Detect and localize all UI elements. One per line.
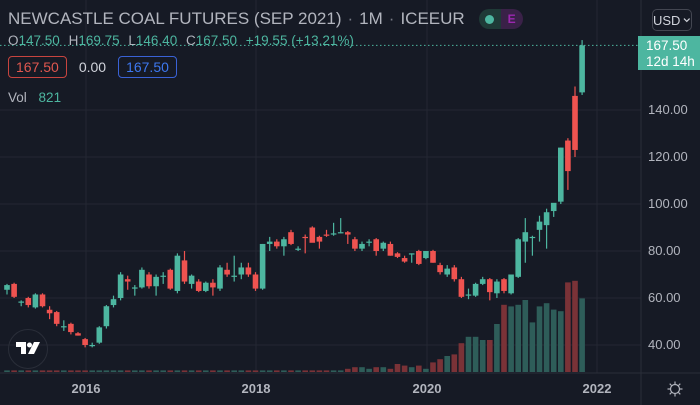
low-value: 146.40 (135, 33, 178, 48)
price-axis-label: 140.00 (648, 102, 688, 117)
volume-legend[interactable]: Vol 821 (8, 90, 523, 105)
tradingview-logo-icon (16, 342, 40, 354)
currency-button[interactable]: USD (652, 9, 692, 31)
high-value: 169.75 (78, 33, 120, 48)
time-axis-label: 2016 (71, 381, 101, 396)
time-axis-label: 2018 (241, 381, 271, 396)
spread-value: 0.00 (78, 59, 107, 75)
buy-button[interactable]: 167.50 (118, 56, 177, 78)
bar-countdown: 12d 14h (646, 54, 695, 69)
exchange-label: ICEEUR (400, 9, 465, 28)
volume-value: 821 (38, 90, 62, 105)
high-label: H (68, 33, 79, 48)
open-value: 147.50 (18, 33, 60, 48)
symbol-title-row[interactable]: NEWCASTLE COAL FUTURES (SEP 2021) · 1M ·… (8, 8, 523, 30)
chart-legend: NEWCASTLE COAL FUTURES (SEP 2021) · 1M ·… (8, 8, 523, 105)
tradingview-logo[interactable] (8, 329, 48, 369)
market-status-pill[interactable]: E (478, 9, 523, 29)
settings-gear-icon[interactable] (667, 381, 683, 397)
interval-label[interactable]: 1M (359, 9, 383, 28)
change-value: +19.55 (+13.21%) (245, 33, 354, 48)
separator-dot: · (388, 9, 395, 28)
close-label: C (185, 33, 196, 48)
market-open-dot-icon (478, 9, 501, 29)
price-candles (4, 40, 585, 348)
trade-buttons: 167.50 0.00 167.50 (8, 56, 523, 78)
last-price-tag: 167.50 12d 14h (638, 36, 700, 70)
symbol-title[interactable]: NEWCASTLE COAL FUTURES (SEP 2021) (8, 9, 342, 28)
price-axis-label: 80.00 (648, 243, 681, 258)
time-axis-label: 2020 (412, 381, 442, 396)
time-axis-label: 2022 (582, 381, 612, 396)
price-axis-label: 60.00 (648, 290, 681, 305)
end-of-day-badge: E (500, 9, 523, 29)
price-axis-label: 40.00 (648, 337, 681, 352)
separator-dot: · (347, 9, 354, 28)
currency-label: USD (653, 12, 681, 28)
chevron-down-icon (683, 18, 691, 23)
price-axis-label: 120.00 (648, 149, 688, 164)
volume-label: Vol (8, 90, 27, 105)
low-label: L (128, 33, 136, 48)
open-label: O (8, 33, 19, 48)
volume-bars (4, 280, 585, 372)
last-price-value: 167.50 (646, 38, 688, 53)
ohlc-values: O147.50 H169.75 L146.40 C167.50 +19.55 (… (8, 33, 523, 48)
close-value: 167.50 (195, 33, 238, 48)
price-axis-label: 100.00 (648, 196, 688, 211)
sell-button[interactable]: 167.50 (8, 56, 67, 78)
chart-grid (0, 0, 641, 373)
